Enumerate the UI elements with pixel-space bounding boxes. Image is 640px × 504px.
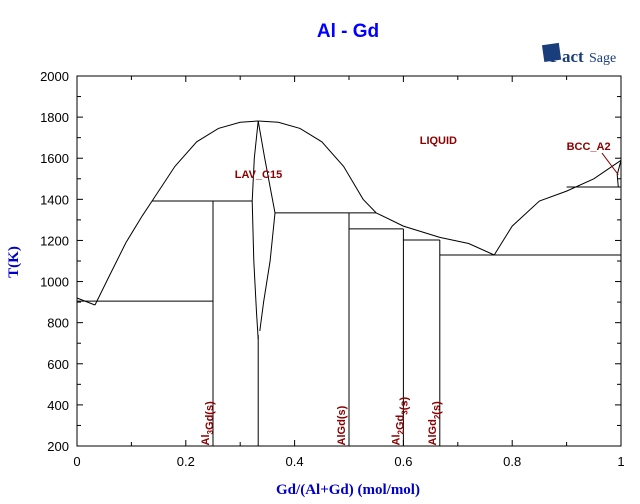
x-axis-label: Gd/(Al+Gd) (mol/mol) [276,482,420,498]
x-tick-label: 0.4 [286,454,304,469]
svg-text:act: act [562,47,584,66]
y-tick-label: 1600 [40,151,69,166]
phase-boundary-bcc-lens [616,160,622,188]
phase-labels: LIQUID LAV_C15 BCC_A2 Al3Gd(s) AlGd(s) Al2Gd3… [200,135,619,446]
x-tick-label: 0.2 [177,454,195,469]
x-tick-label: 0 [73,454,80,469]
chart-title: Al - Gd [317,21,379,42]
y-axis-label: T(K) [6,246,22,278]
phase-boundary-lav-left [251,120,259,340]
axis-ticks: 0 0.2 0.4 0.6 0.8 120040060080010001200140016… [40,69,625,469]
y-tick-label: 1800 [40,110,69,125]
y-tick-label: 2000 [40,69,69,84]
svg-text:Sage: Sage [589,51,616,66]
y-tick-label: 1000 [40,275,69,290]
x-tick-label: 1 [617,454,624,469]
svg-text:F: F [550,47,560,66]
phase-boundary-liquidus-gd-side [493,159,622,256]
phase-label-liquid: LIQUID [420,135,457,147]
phase-label-bcc_a2: BCC_A2 [567,141,611,153]
compound-label: Al2Gd3(s) [390,396,410,445]
phase-boundary-lav-right [257,120,276,331]
x-tick-label: 0.8 [503,454,521,469]
phase-boundary-liquidus-al3gd [94,120,259,306]
compound-label: AlGd(s) [336,405,348,445]
compound-label: Al3Gd(s) [200,401,216,446]
x-tick-label: 0.6 [394,454,412,469]
phase-boundary-liquidus-lav-right [258,120,377,214]
compound-label: AlGd2(s) [427,401,443,446]
y-tick-label: 400 [47,398,69,413]
phase-boundary-liquidus-mid [375,212,495,256]
y-tick-label: 200 [47,439,69,454]
y-tick-label: 600 [47,357,69,372]
y-tick-label: 1400 [40,192,69,207]
y-tick-label: 800 [47,316,69,331]
factsage-logo: F act Sage [541,42,616,66]
bcc-leader-line [601,152,619,175]
phase-boundaries [76,120,622,446]
phase-label-lav_c15: LAV_C15 [235,169,282,181]
y-tick-label: 1200 [40,233,69,248]
